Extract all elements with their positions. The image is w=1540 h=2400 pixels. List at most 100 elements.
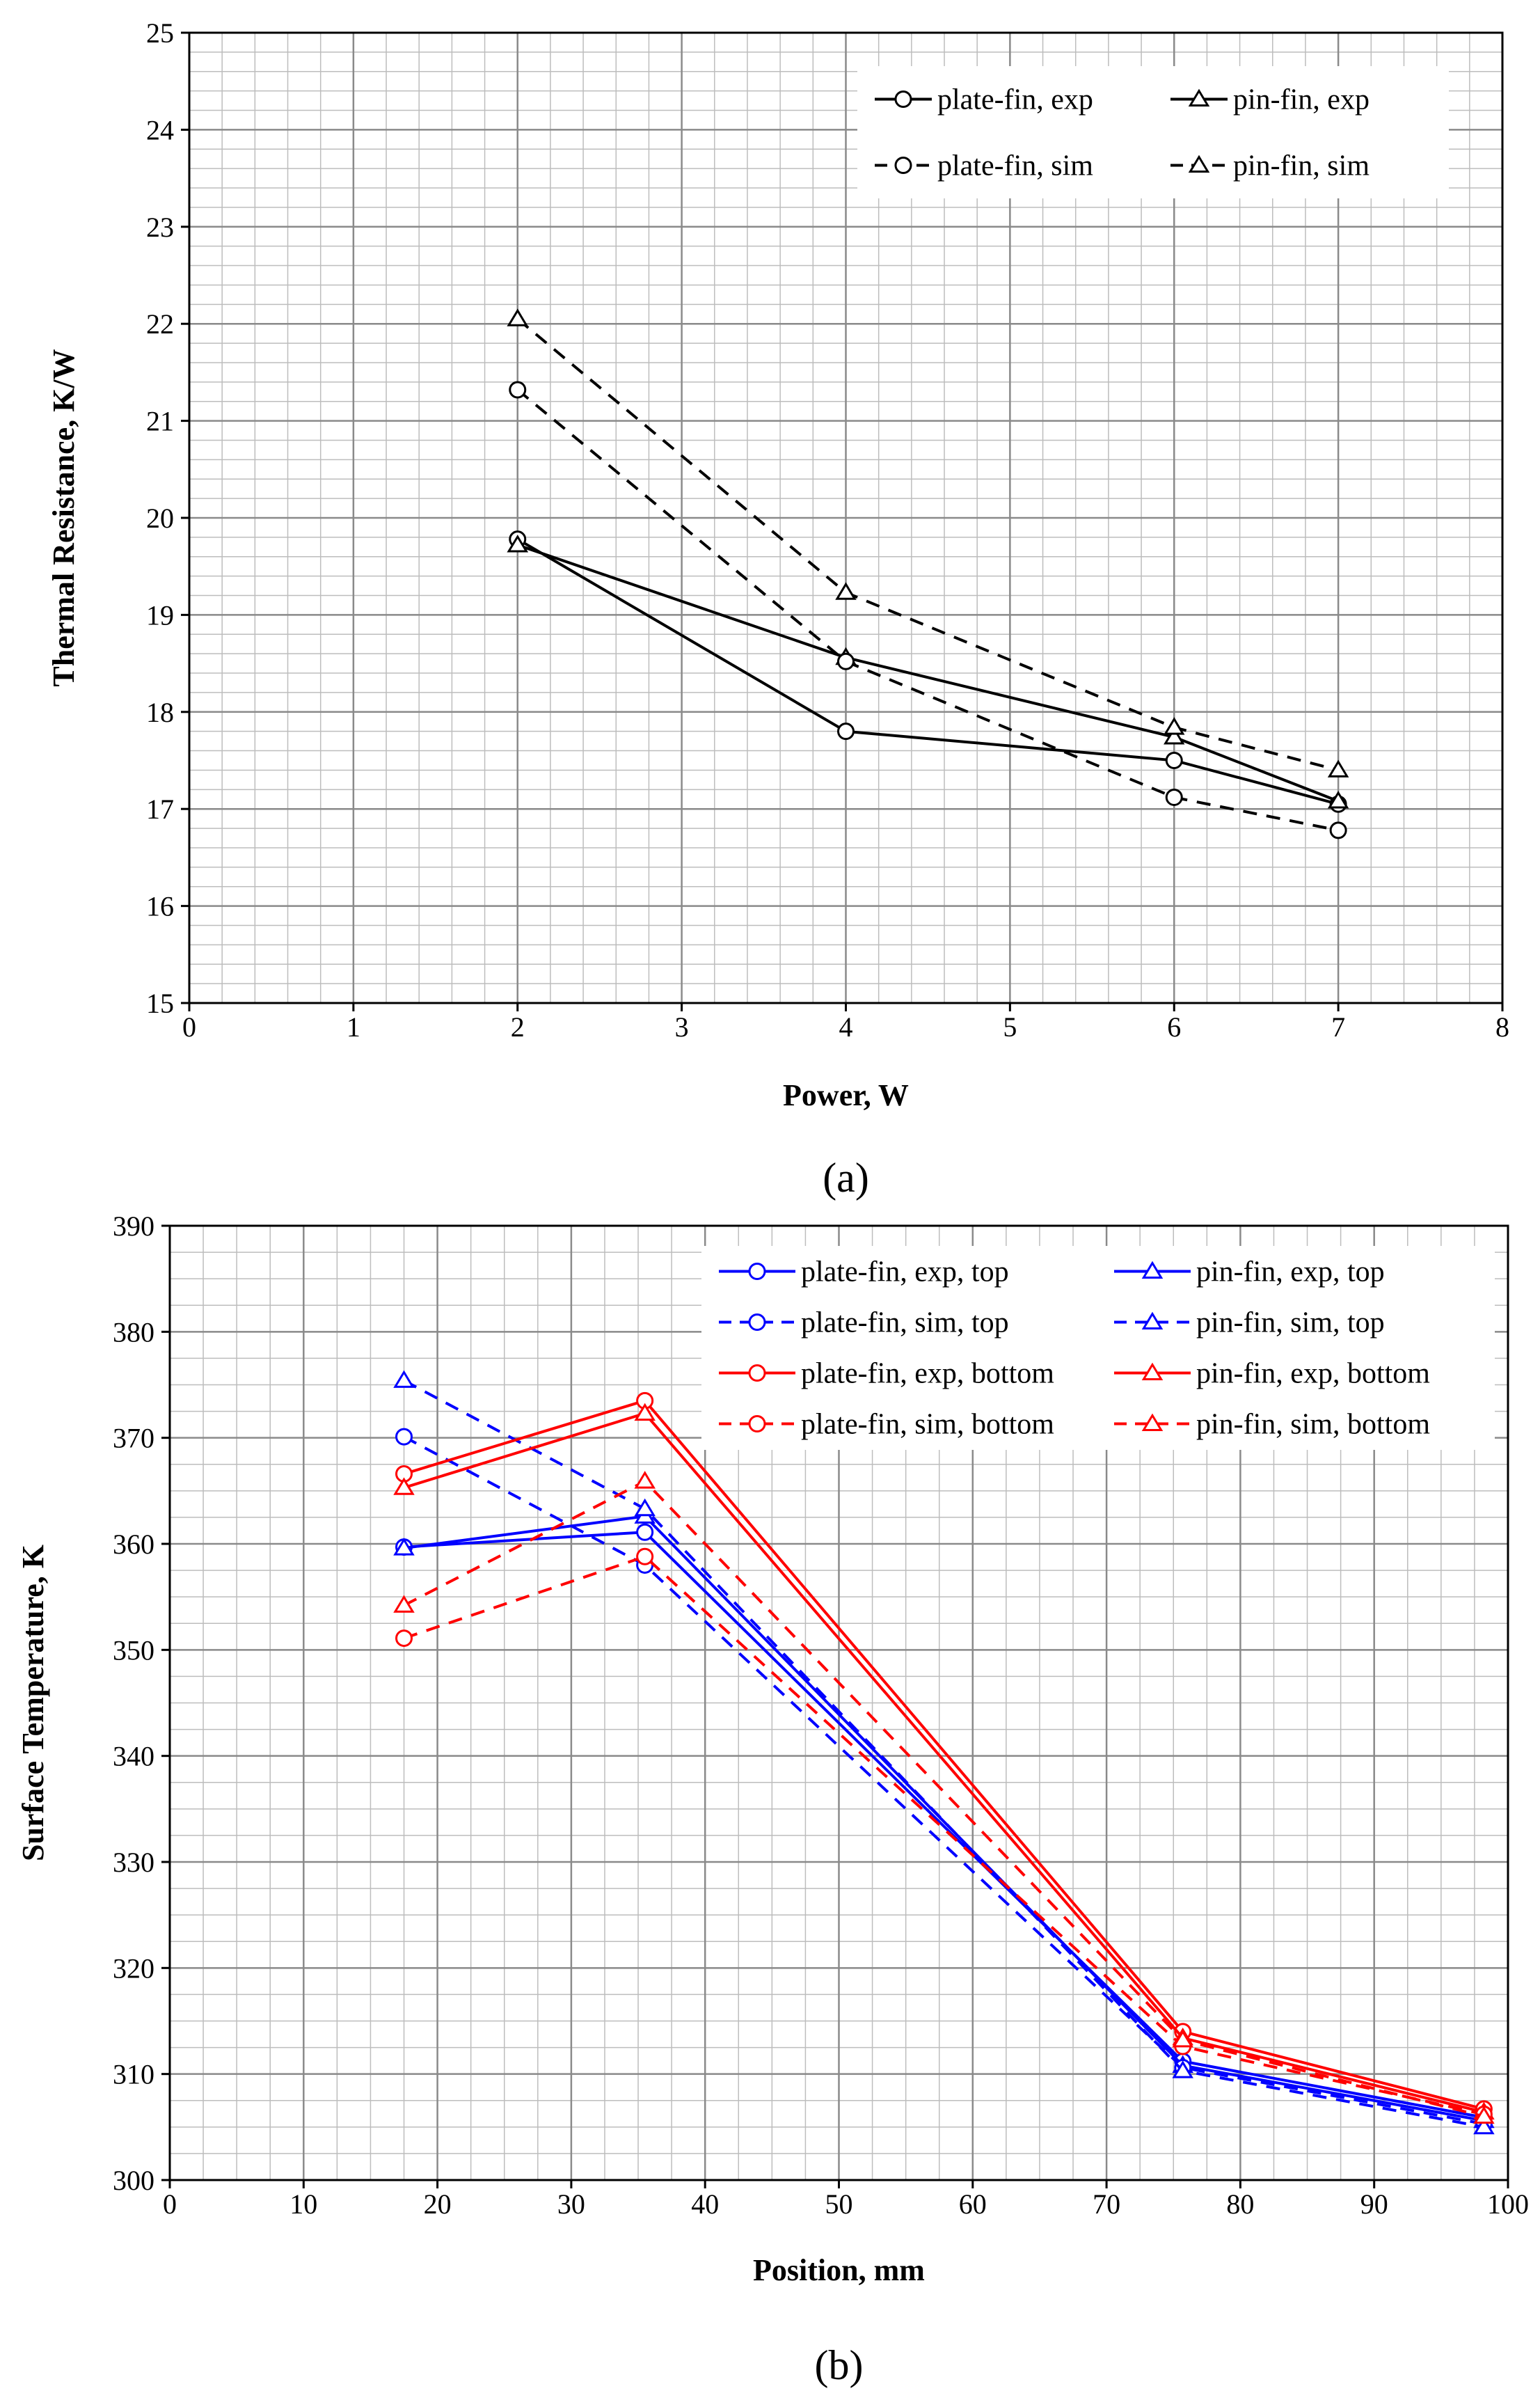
y-tick-label: 310 bbox=[113, 2059, 154, 2090]
series-line bbox=[516, 317, 1339, 772]
legend-item-plate-fin-sim: plate-fin, sim bbox=[875, 150, 1093, 182]
legend-label: plate-fin, exp, top bbox=[801, 1256, 1009, 1288]
data-point bbox=[393, 1477, 415, 1495]
data-point bbox=[507, 308, 529, 326]
x-tick-label: 80 bbox=[1226, 2188, 1254, 2220]
y-tick-label: 340 bbox=[113, 1741, 154, 1772]
series-line bbox=[517, 544, 1339, 803]
x-tick-label: 20 bbox=[424, 2188, 452, 2220]
legend-marker bbox=[748, 1313, 766, 1331]
legend-box bbox=[857, 66, 1449, 198]
series-pin-fin-exp-top bbox=[393, 1506, 1495, 2129]
legend-marker bbox=[894, 157, 912, 174]
series-line bbox=[403, 1412, 1484, 2114]
legend-marker bbox=[748, 1415, 766, 1432]
series-plate-fin-sim-top bbox=[395, 1428, 1493, 2133]
y-tick-label: 380 bbox=[113, 1316, 154, 1348]
y-tick-label: 24 bbox=[146, 114, 174, 145]
x-tick-label: 7 bbox=[1331, 1011, 1345, 1043]
legend-item-plate-fin-exp: plate-fin, exp bbox=[875, 84, 1093, 116]
x-tick-label: 90 bbox=[1360, 2188, 1388, 2220]
legend-label: plate-fin, sim, top bbox=[801, 1307, 1009, 1339]
series-plate-fin-exp-top bbox=[395, 1523, 1493, 2126]
y-tick-label: 20 bbox=[146, 503, 174, 534]
legend-item-pin-fin-sim-top: pin-fin, sim, top bbox=[1114, 1307, 1385, 1339]
series-pin-fin-sim-bottom bbox=[393, 1471, 1495, 2124]
legend-label: pin-fin, exp, bottom bbox=[1196, 1358, 1430, 1390]
series-line bbox=[404, 1515, 1484, 2122]
y-tick-label: 370 bbox=[113, 1423, 154, 1454]
data-point bbox=[1327, 759, 1349, 777]
y-axis-title: Thermal Resistance, K/W bbox=[47, 349, 81, 686]
data-point bbox=[636, 1523, 654, 1541]
x-tick-label: 100 bbox=[1487, 2188, 1529, 2220]
y-tick-label: 330 bbox=[113, 1847, 154, 1878]
x-tick-label: 30 bbox=[557, 2188, 585, 2220]
legend-marker bbox=[748, 1263, 766, 1280]
y-tick-label: 21 bbox=[146, 406, 174, 437]
legend-marker bbox=[1141, 1311, 1164, 1329]
legend-marker bbox=[1141, 1362, 1164, 1380]
y-tick-label: 19 bbox=[146, 599, 174, 631]
y-tick-label: 22 bbox=[146, 308, 174, 340]
data-point bbox=[835, 582, 857, 600]
panel-a-grid bbox=[188, 31, 1504, 1004]
series-line bbox=[403, 1379, 1484, 2129]
data-point bbox=[1473, 2116, 1495, 2135]
legend-label: plate-fin, sim bbox=[937, 150, 1093, 182]
data-point bbox=[1473, 2106, 1495, 2124]
legend-item-pin-fin-sim-bottom: pin-fin, sim, bottom bbox=[1114, 1409, 1430, 1441]
x-tick-label: 60 bbox=[959, 2188, 987, 2220]
x-tick-label: 6 bbox=[1167, 1011, 1181, 1043]
data-point bbox=[393, 1538, 415, 1556]
data-point bbox=[393, 1370, 415, 1388]
series-pin-fin-sim bbox=[507, 308, 1349, 777]
data-point bbox=[634, 1498, 656, 1517]
panel-b: 0 10 20 30 40 50 60 70 80 90 100 300 310 320 330 340 350… bbox=[16, 1210, 1529, 2388]
data-point bbox=[395, 1428, 413, 1446]
y-tick-label: 390 bbox=[113, 1210, 154, 1242]
series-line bbox=[404, 1531, 1484, 2119]
legend-item-pin-fin-sim: pin-fin, sim bbox=[1170, 150, 1370, 182]
data-point bbox=[634, 1471, 656, 1489]
x-tick-label: 0 bbox=[163, 2188, 177, 2220]
legend-marker bbox=[1188, 88, 1210, 106]
series-plate-fin-exp-bottom bbox=[395, 1391, 1493, 2118]
x-tick-label: 3 bbox=[675, 1011, 689, 1043]
data-point bbox=[393, 1595, 415, 1613]
legend-box bbox=[701, 1246, 1495, 1450]
y-tick-label: 15 bbox=[146, 988, 174, 1019]
series-plate-fin-sim bbox=[509, 381, 1347, 839]
series-line bbox=[403, 1435, 1484, 2126]
x-axis-title: Power, W bbox=[783, 1078, 909, 1112]
legend-label: pin-fin, exp bbox=[1233, 84, 1370, 116]
x-tick-label: 8 bbox=[1495, 1011, 1509, 1043]
legend-item-plate-fin-exp-top: plate-fin, exp, top bbox=[719, 1256, 1009, 1288]
legend-label: pin-fin, sim, bottom bbox=[1196, 1409, 1430, 1441]
x-tick-label: 2 bbox=[511, 1011, 525, 1043]
x-tick-label: 5 bbox=[1003, 1011, 1017, 1043]
data-point bbox=[837, 723, 855, 741]
series-pin-fin-exp-bottom bbox=[393, 1403, 1495, 2119]
legend-label: plate-fin, exp bbox=[937, 84, 1093, 116]
data-point bbox=[1327, 791, 1349, 809]
y-tick-label: 17 bbox=[146, 794, 174, 825]
legend-item-plate-fin-exp-bottom: plate-fin, exp, bottom bbox=[719, 1358, 1054, 1390]
series-line bbox=[516, 388, 1339, 832]
legend-label: pin-fin, exp, top bbox=[1196, 1256, 1385, 1288]
y-tick-label: 300 bbox=[113, 2165, 154, 2196]
data-point bbox=[1165, 752, 1183, 769]
legend-item-plate-fin-sim-top: plate-fin, sim, top bbox=[719, 1307, 1009, 1339]
panel-a-legend: plate-fin, exp pin-fin, exp plate-fin, sim… bbox=[857, 66, 1449, 198]
data-point bbox=[1164, 717, 1185, 735]
data-point bbox=[509, 381, 527, 399]
x-tick-label: 50 bbox=[825, 2188, 853, 2220]
x-tick-label: 0 bbox=[182, 1011, 196, 1043]
y-axis-title: Surface Temperature, K bbox=[16, 1545, 50, 1861]
legend-marker bbox=[1141, 1413, 1164, 1431]
x-tick-label: 10 bbox=[289, 2188, 317, 2220]
data-point bbox=[395, 1629, 413, 1648]
legend-label: plate-fin, exp, bottom bbox=[801, 1358, 1054, 1390]
